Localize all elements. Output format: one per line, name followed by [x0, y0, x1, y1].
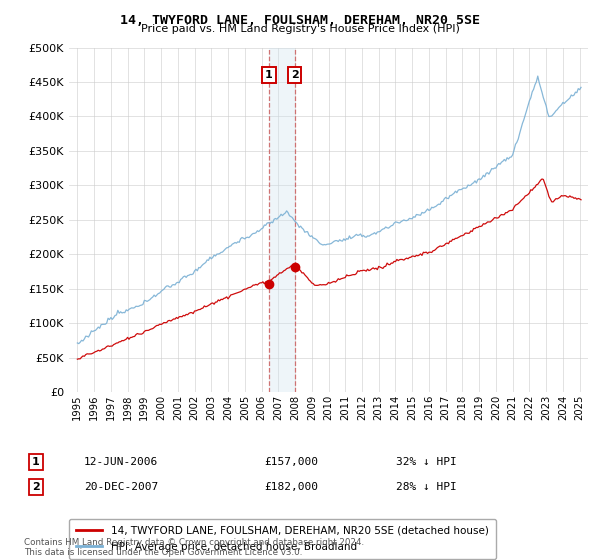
Text: 32% ↓ HPI: 32% ↓ HPI — [396, 457, 457, 467]
Text: £182,000: £182,000 — [264, 482, 318, 492]
Bar — [269, 48, 295, 392]
Text: Price paid vs. HM Land Registry's House Price Index (HPI): Price paid vs. HM Land Registry's House … — [140, 24, 460, 34]
Text: 1: 1 — [265, 70, 273, 80]
Text: Contains HM Land Registry data © Crown copyright and database right 2024.
This d: Contains HM Land Registry data © Crown c… — [24, 538, 364, 557]
Text: 1: 1 — [32, 457, 40, 467]
Text: £157,000: £157,000 — [264, 457, 318, 467]
Text: 2: 2 — [32, 482, 40, 492]
Text: 28% ↓ HPI: 28% ↓ HPI — [396, 482, 457, 492]
Text: 12-JUN-2006: 12-JUN-2006 — [84, 457, 158, 467]
Legend: 14, TWYFORD LANE, FOULSHAM, DEREHAM, NR20 5SE (detached house), HPI: Average pri: 14, TWYFORD LANE, FOULSHAM, DEREHAM, NR2… — [69, 519, 496, 559]
Text: 14, TWYFORD LANE, FOULSHAM, DEREHAM, NR20 5SE: 14, TWYFORD LANE, FOULSHAM, DEREHAM, NR2… — [120, 14, 480, 27]
Text: 2: 2 — [290, 70, 298, 80]
Text: 20-DEC-2007: 20-DEC-2007 — [84, 482, 158, 492]
